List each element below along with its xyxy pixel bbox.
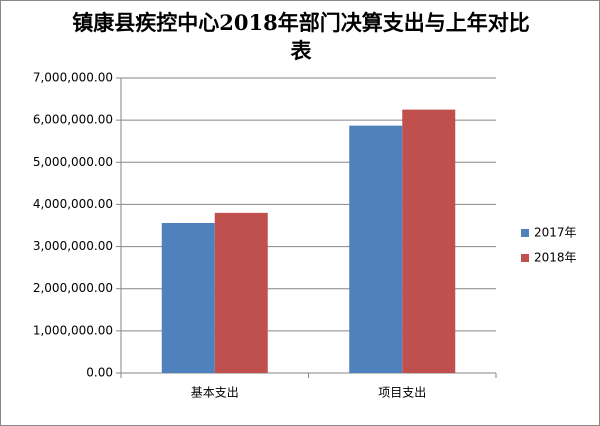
legend-swatch [521,254,529,262]
legend-label: 2017年 [534,226,577,240]
legend-swatch [521,229,529,237]
bar [214,212,268,373]
bar [349,125,403,373]
legend-label: 2018年 [534,251,577,265]
y-tick-label: 7,000,000.00 [33,71,113,85]
x-tick-label: 项目支出 [378,386,426,400]
chart-title: 镇康县疾控中心2018年部门决算支出与上年对比表 [72,10,530,63]
y-tick-label: 5,000,000.00 [33,155,113,169]
y-tick-label: 3,000,000.00 [33,239,113,253]
y-tick-label: 4,000,000.00 [33,197,113,211]
bar [402,109,456,373]
x-tick-label: 基本支出 [191,386,239,400]
y-tick-label: 1,000,000.00 [33,323,113,337]
bar [161,222,215,373]
y-tick-label: 0.00 [86,366,113,380]
y-tick-label: 6,000,000.00 [33,113,113,127]
y-tick-label: 2,000,000.00 [33,281,113,295]
